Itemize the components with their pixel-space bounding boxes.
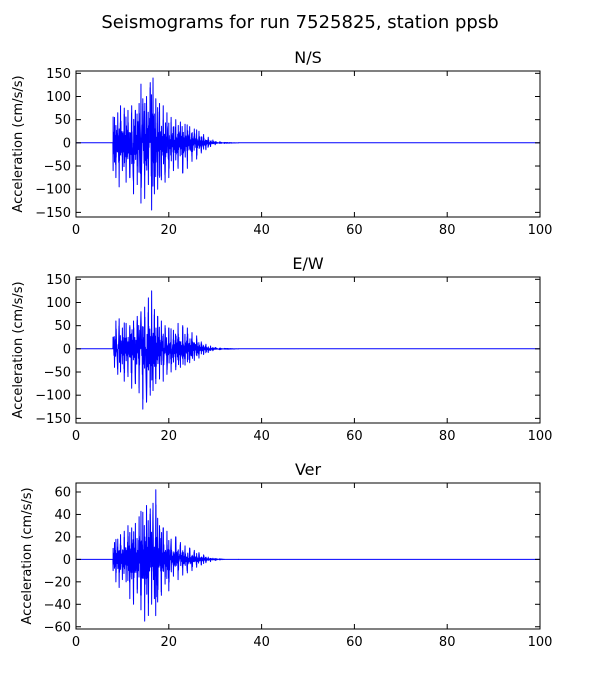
axes-frame-ver bbox=[75, 482, 541, 630]
x-tick-label: 0 bbox=[72, 429, 80, 444]
x-tick-label: 100 bbox=[528, 635, 553, 650]
subplot-ver: Ver 0 20 40 60 80 100 −60 −40 −20 0 20 40 60 Accelerat… bbox=[20, 460, 552, 650]
subplot-title-ver: Ver bbox=[295, 460, 322, 479]
trace-peaks-ver bbox=[112, 489, 239, 622]
subplot-e-w: E/W 0 20 40 60 80 100 −150 −100 −50 0 50 100 150 Accel… bbox=[11, 254, 552, 444]
figure-title: Seismograms for run 7525825, station pps… bbox=[101, 12, 498, 33]
x-tick-label: 80 bbox=[439, 223, 456, 238]
y-axis-label-ver: Acceleration (cm/s/s) bbox=[20, 487, 35, 624]
y-tick-label: −40 bbox=[44, 598, 71, 613]
y-tick-label: 100 bbox=[46, 296, 71, 311]
x-tick-label: 80 bbox=[439, 635, 456, 650]
y-tick-label: −150 bbox=[35, 206, 71, 221]
y-tick-label: −100 bbox=[35, 389, 71, 404]
y-tick-label: 0 bbox=[63, 342, 71, 357]
y-tick-label: 50 bbox=[54, 319, 71, 334]
y-tick-label: 0 bbox=[63, 136, 71, 151]
x-tick-label: 100 bbox=[528, 223, 553, 238]
axes-frame-n-s bbox=[75, 70, 541, 218]
trace-line-n-s bbox=[76, 83, 540, 188]
y-tick-label: 20 bbox=[54, 530, 71, 545]
subplot-panels: N/S 0 20 40 60 80 100 −150 −100 −50 0 50 100 150 Accel… bbox=[11, 48, 552, 650]
x-tick-label: 80 bbox=[439, 429, 456, 444]
x-tick-label: 0 bbox=[72, 635, 80, 650]
trace-peaks-e-w bbox=[112, 290, 239, 410]
x-tick-label: 20 bbox=[161, 429, 178, 444]
y-axis-label-n-s: Acceleration (cm/s/s) bbox=[11, 75, 26, 212]
trace-peaks-n-s bbox=[112, 77, 239, 211]
x-tick-label: 20 bbox=[161, 223, 178, 238]
y-tick-label: −50 bbox=[44, 160, 71, 175]
y-tick-label: −60 bbox=[44, 620, 71, 635]
x-tick-label: 40 bbox=[253, 429, 270, 444]
y-tick-label: 100 bbox=[46, 90, 71, 105]
y-tick-label: 0 bbox=[63, 553, 71, 568]
axes-frame-e-w bbox=[75, 276, 541, 424]
y-tick-label: −20 bbox=[44, 575, 71, 590]
x-tick-label: 40 bbox=[253, 635, 270, 650]
x-tick-label: 60 bbox=[346, 635, 363, 650]
x-tick-label: 0 bbox=[72, 223, 80, 238]
y-tick-label: 40 bbox=[54, 508, 71, 523]
x-tick-label: 40 bbox=[253, 223, 270, 238]
y-tick-label: −150 bbox=[35, 412, 71, 427]
y-tick-label: 150 bbox=[46, 273, 71, 288]
y-tick-label: 60 bbox=[54, 485, 71, 500]
subplot-title-n-s: N/S bbox=[294, 48, 322, 67]
x-tick-label: 100 bbox=[528, 429, 553, 444]
y-tick-label: 150 bbox=[46, 67, 71, 82]
x-tick-label: 60 bbox=[346, 223, 363, 238]
x-tick-label: 20 bbox=[161, 635, 178, 650]
y-tick-label: 50 bbox=[54, 113, 71, 128]
y-axis-label-e-w: Acceleration (cm/s/s) bbox=[11, 281, 26, 418]
y-tick-label: −50 bbox=[44, 366, 71, 381]
subplot-n-s: N/S 0 20 40 60 80 100 −150 −100 −50 0 50 100 150 Accel… bbox=[11, 48, 552, 238]
x-tick-label: 60 bbox=[346, 429, 363, 444]
y-tick-label: −100 bbox=[35, 183, 71, 198]
subplot-title-e-w: E/W bbox=[292, 254, 324, 273]
